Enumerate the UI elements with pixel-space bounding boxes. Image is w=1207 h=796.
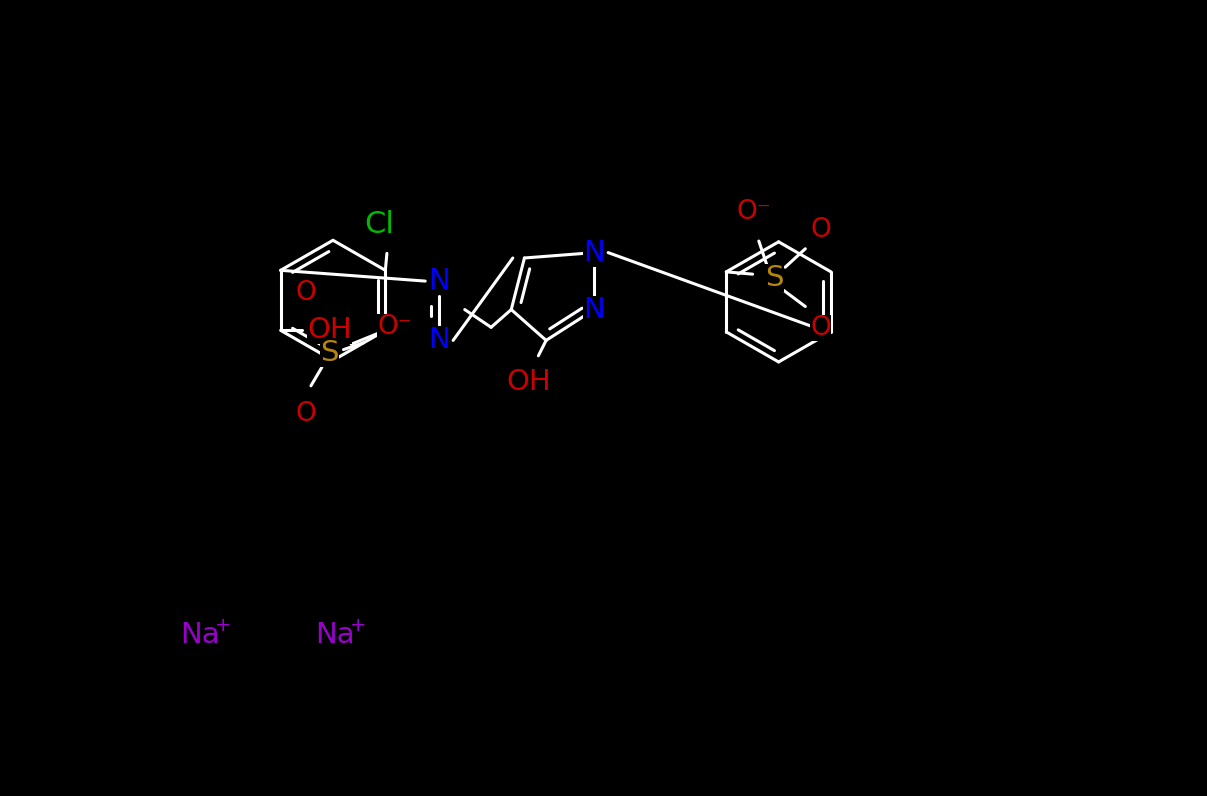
Text: Na: Na: [180, 622, 220, 650]
Text: O: O: [296, 400, 316, 427]
Text: N: N: [428, 326, 450, 354]
Text: Na: Na: [315, 622, 355, 650]
Text: N: N: [583, 239, 605, 267]
Text: N: N: [583, 295, 605, 324]
Text: OH: OH: [307, 316, 352, 345]
Text: O⁻: O⁻: [378, 314, 412, 341]
Text: O: O: [810, 315, 832, 341]
Text: O: O: [810, 217, 832, 244]
Text: S: S: [765, 264, 783, 292]
Text: S: S: [320, 339, 339, 368]
Text: N: N: [428, 267, 450, 295]
Text: O⁻: O⁻: [736, 199, 771, 224]
Text: O: O: [296, 280, 316, 306]
Text: Cl: Cl: [365, 209, 395, 239]
Text: OH: OH: [506, 368, 550, 396]
Text: +: +: [215, 616, 232, 634]
Text: +: +: [350, 616, 367, 634]
